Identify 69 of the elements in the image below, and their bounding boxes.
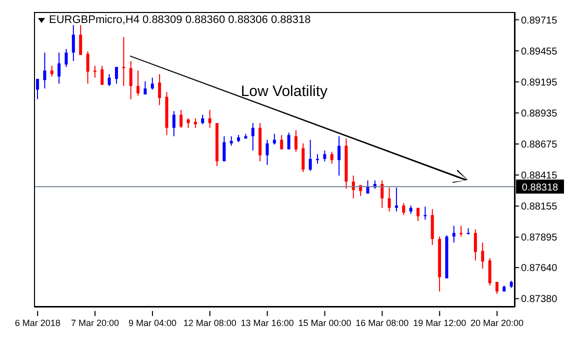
candlestick xyxy=(330,151,334,164)
x-tick-label: 12 Mar 08:00 xyxy=(183,318,236,328)
candlestick xyxy=(402,202,406,216)
y-tick-label: 0.88675 xyxy=(521,140,558,151)
candlestick xyxy=(452,225,456,244)
candlestick xyxy=(136,70,140,96)
chart-title: EURGBPmicro,H4 0.88309 0.88360 0.88306 0.88318 xyxy=(49,14,311,26)
ref-line-label: 0.88318 xyxy=(522,182,559,194)
candlestick xyxy=(208,109,212,128)
x-tick-label: 20 Mar 20:00 xyxy=(470,318,524,328)
y-tick-label: 0.88415 xyxy=(521,170,558,182)
candlestick xyxy=(416,207,420,222)
y-tick-label: 0.88935 xyxy=(521,108,558,120)
x-tick-label: 6 Mar 2018 xyxy=(14,318,60,328)
candlestick xyxy=(294,130,298,152)
candlestick xyxy=(201,114,204,125)
candlestick xyxy=(43,52,46,89)
candlestick xyxy=(302,142,305,173)
y-tick-label: 0.87640 xyxy=(521,263,558,274)
candlestick xyxy=(64,48,68,68)
candlestick xyxy=(186,118,190,128)
y-tick-label: 0.88155 xyxy=(521,202,558,213)
candlestick xyxy=(100,65,104,86)
candlestick xyxy=(308,139,312,172)
candlestick xyxy=(114,66,118,84)
candlestick xyxy=(388,187,391,212)
candlestick xyxy=(180,109,183,128)
candlestick xyxy=(488,258,492,286)
candlestick xyxy=(323,150,326,162)
candlestick xyxy=(222,136,226,162)
candlestick xyxy=(380,180,384,208)
candlestick xyxy=(272,133,276,146)
candlestick xyxy=(58,52,61,84)
candlestick xyxy=(230,136,233,146)
candlestick xyxy=(266,139,269,166)
candlestick xyxy=(280,134,284,150)
candlestick xyxy=(50,65,54,77)
y-tick-label: 0.89195 xyxy=(521,77,558,88)
candlestick xyxy=(172,110,176,137)
candlestick xyxy=(366,180,370,194)
candlestick xyxy=(481,242,484,270)
candlestick xyxy=(194,118,197,128)
y-tick-label: 0.89715 xyxy=(521,15,558,26)
x-tick-label: 9 Mar 04:00 xyxy=(128,318,176,328)
candlestick xyxy=(338,136,341,176)
annotation: Low Volatility xyxy=(240,82,328,100)
candlestick xyxy=(251,122,254,152)
candlestick xyxy=(430,208,434,246)
candlestick xyxy=(72,24,75,62)
candlestick xyxy=(144,80,147,95)
candlestick xyxy=(86,50,90,84)
x-tick-label: 15 Mar 00:00 xyxy=(298,318,352,328)
x-tick-label: 7 Mar 20:00 xyxy=(71,318,120,328)
y-tick-label: 0.87895 xyxy=(521,232,558,244)
candlestick xyxy=(79,24,82,56)
candlestick xyxy=(158,74,162,106)
candlestick xyxy=(287,132,290,150)
y-tick-label: 0.89455 xyxy=(521,46,558,58)
candlestick xyxy=(150,77,154,90)
x-tick-label: 19 Mar 12:00 xyxy=(413,318,466,328)
y-tick-label: 0.87380 xyxy=(521,294,558,306)
candlestick xyxy=(352,175,355,199)
candlestick xyxy=(129,60,132,100)
candlestick xyxy=(394,187,398,212)
x-tick-label: 16 Mar 08:00 xyxy=(356,318,409,328)
candlestick xyxy=(474,228,477,261)
x-tick-label: 13 Mar 16:00 xyxy=(240,318,294,328)
candlestick xyxy=(108,74,111,87)
candlestick xyxy=(36,78,40,100)
